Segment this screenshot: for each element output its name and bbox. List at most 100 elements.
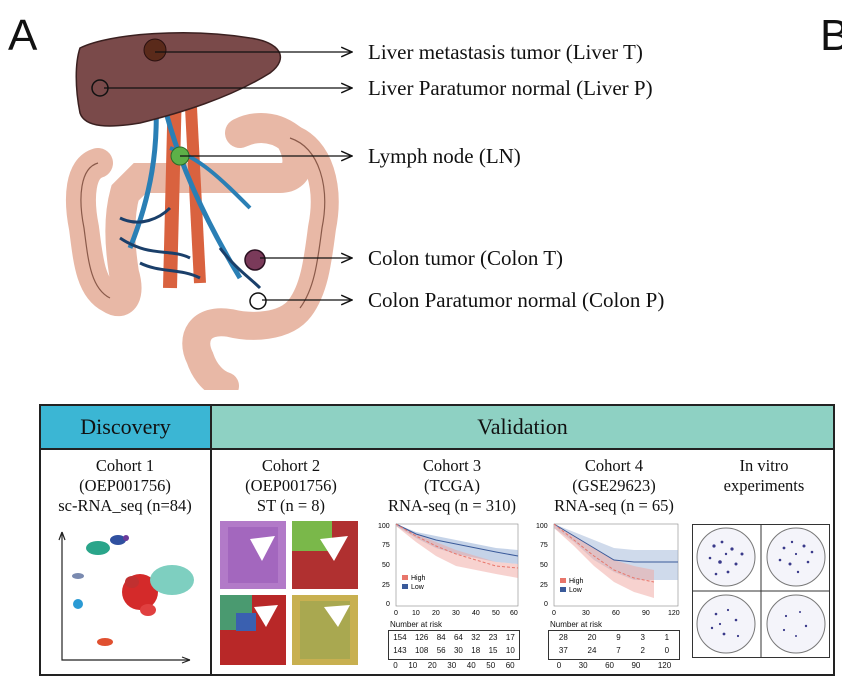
km-tcga-x-0: 0 bbox=[394, 610, 398, 617]
km-gse-risk-table: 28 20 9 3 1 37 24 7 2 0 bbox=[548, 630, 680, 660]
risk-cell: 37 bbox=[558, 646, 568, 655]
risk-x-tick: 90 bbox=[631, 661, 641, 670]
panel-letter-a: A bbox=[8, 11, 38, 60]
km-gse-x-90: 90 bbox=[642, 610, 650, 617]
risk-x-tick: 0 bbox=[393, 661, 398, 670]
km-tcga-legend-low: Low bbox=[411, 584, 425, 591]
km-gse-risk-title: Number at risk bbox=[550, 620, 603, 629]
km-tcga-x-10: 10 bbox=[412, 610, 420, 617]
plate-bottom-right bbox=[766, 594, 826, 654]
risk-cell: 23 bbox=[488, 633, 498, 642]
validation-header: Validation bbox=[210, 404, 835, 450]
risk-cell: 24 bbox=[587, 646, 597, 655]
km-tcga-x-30: 30 bbox=[452, 610, 460, 617]
label-lymph-node: Lymph node (LN) bbox=[368, 144, 521, 168]
colon-paratumor-marker bbox=[249, 292, 267, 310]
cohort-1-source: (OEP001756) bbox=[79, 476, 171, 495]
risk-cell: 56 bbox=[436, 646, 446, 655]
discovery-header: Discovery bbox=[39, 404, 212, 450]
vessels bbox=[119, 87, 262, 290]
risk-cell: 3 bbox=[640, 633, 645, 642]
in-vitro-title: In vitro bbox=[739, 456, 789, 475]
cohort-3-method: RNA-seq (n = 310) bbox=[388, 496, 516, 515]
cohort-4-source: (GSE29623) bbox=[572, 476, 656, 495]
km-tcga-risk-title: Number at risk bbox=[390, 620, 443, 629]
plate-top-right bbox=[766, 527, 826, 587]
risk-cell: 9 bbox=[616, 633, 621, 642]
in-vitro-text: In vitro experiments bbox=[696, 456, 832, 496]
cohort-1-title: Cohort 1 bbox=[95, 456, 155, 475]
label-arrows bbox=[104, 0, 842, 340]
km-gse-x-0: 0 bbox=[552, 610, 556, 617]
risk-cell: 10 bbox=[505, 646, 515, 655]
risk-cell: 154 bbox=[393, 633, 407, 642]
colon-tumor-marker bbox=[244, 249, 266, 271]
km-gse-y-0: 0 bbox=[544, 601, 548, 608]
km-gse-y-100: 100 bbox=[536, 523, 548, 530]
km-gse-risk-x-axis: 0 30 60 90 120 bbox=[548, 661, 680, 670]
risk-cell: 108 bbox=[414, 646, 429, 655]
risk-x-tick: 120 bbox=[657, 661, 672, 670]
km-tcga-risk-high-row: 154 126 84 64 32 23 17 bbox=[389, 633, 519, 642]
panel-letter-b: B bbox=[820, 11, 842, 60]
risk-x-tick: 60 bbox=[505, 661, 515, 670]
cohort-1-method: sc-RNA_seq (n=84) bbox=[58, 496, 192, 515]
risk-x-tick: 10 bbox=[408, 661, 418, 670]
cohort-4-title: Cohort 4 bbox=[584, 456, 644, 475]
km-tcga-legend-high: High bbox=[411, 575, 426, 582]
km-tcga-y-100: 100 bbox=[378, 523, 390, 530]
risk-x-tick: 30 bbox=[578, 661, 588, 670]
km-plot-tcga: High Low 100 75 50 25 0 0 10 20 30 40 50… bbox=[378, 523, 519, 617]
colony-plates bbox=[692, 524, 830, 658]
risk-x-tick: 20 bbox=[427, 661, 437, 670]
risk-cell: 0 bbox=[664, 646, 670, 655]
validation-header-text: Validation bbox=[477, 414, 568, 439]
risk-x-tick: 60 bbox=[605, 661, 614, 670]
colon-shape bbox=[65, 113, 339, 390]
risk-cell: 28 bbox=[558, 633, 568, 642]
anatomy-illustration bbox=[65, 32, 339, 390]
cohort-2-text: Cohort 2 (OEP001756) ST (n = 8) bbox=[214, 456, 368, 516]
km-gse-risk-low-row: 37 24 7 2 0 bbox=[549, 646, 679, 655]
km-tcga-risk-low-row: 143 108 56 30 18 15 10 bbox=[389, 646, 519, 655]
label-liver-p: Liver Paratumor normal (Liver P) bbox=[368, 76, 653, 100]
label-liver-t: Liver metastasis tumor (Liver T) bbox=[368, 40, 643, 64]
risk-cell: 2 bbox=[640, 646, 645, 655]
km-gse-risk-high-row: 28 20 9 3 1 bbox=[549, 633, 679, 642]
cohort-2-method: ST (n = 8) bbox=[256, 496, 326, 515]
discovery-header-text: Discovery bbox=[80, 414, 171, 439]
risk-cell: 64 bbox=[453, 633, 463, 642]
cohort-2-title: Cohort 2 bbox=[261, 456, 321, 475]
risk-x-tick: 0 bbox=[556, 661, 562, 670]
km-tcga-x-50: 50 bbox=[492, 610, 500, 617]
km-gse-y-75: 75 bbox=[540, 542, 548, 549]
cohort-4-method: RNA-seq (n = 65) bbox=[554, 496, 674, 515]
in-vitro-subtitle: experiments bbox=[723, 476, 805, 495]
km-tcga-y-75: 75 bbox=[382, 542, 390, 549]
cohort-1-text: Cohort 1 (OEP001756) sc-RNA_seq (n=84) bbox=[40, 456, 210, 516]
risk-cell: 20 bbox=[587, 633, 597, 642]
km-tcga-x-60: 60 bbox=[510, 610, 518, 617]
km-gse-x-60: 60 bbox=[612, 610, 620, 617]
km-plot-gse: High Low 100 75 50 25 0 0 30 60 90 120 bbox=[536, 523, 680, 617]
column-divider bbox=[210, 448, 212, 676]
cohort-3-title: Cohort 3 bbox=[422, 456, 482, 475]
km-tcga-y-0: 0 bbox=[386, 601, 390, 608]
cohort-2-source: (OEP001756) bbox=[245, 476, 337, 495]
km-tcga-risk-x-axis: 0 10 20 30 40 50 60 bbox=[388, 661, 520, 670]
label-colon-p: Colon Paratumor normal (Colon P) bbox=[368, 288, 665, 312]
risk-x-tick: 30 bbox=[447, 661, 457, 670]
umap-plot bbox=[58, 531, 194, 664]
risk-cell: 1 bbox=[664, 633, 670, 642]
km-tcga-y-50: 50 bbox=[382, 562, 390, 569]
km-gse-x-120: 120 bbox=[668, 610, 680, 617]
km-gse-legend-low: Low bbox=[569, 587, 583, 594]
cohort-4-text: Cohort 4 (GSE29623) RNA-seq (n = 65) bbox=[534, 456, 694, 516]
plate-bottom-left bbox=[696, 594, 756, 654]
risk-x-tick: 40 bbox=[466, 661, 476, 670]
risk-cell: 84 bbox=[436, 633, 446, 642]
km-gse-y-50: 50 bbox=[540, 562, 548, 569]
cohort-3-source: (TCGA) bbox=[424, 476, 480, 495]
risk-cell: 126 bbox=[414, 633, 429, 642]
risk-cell: 32 bbox=[471, 633, 481, 642]
